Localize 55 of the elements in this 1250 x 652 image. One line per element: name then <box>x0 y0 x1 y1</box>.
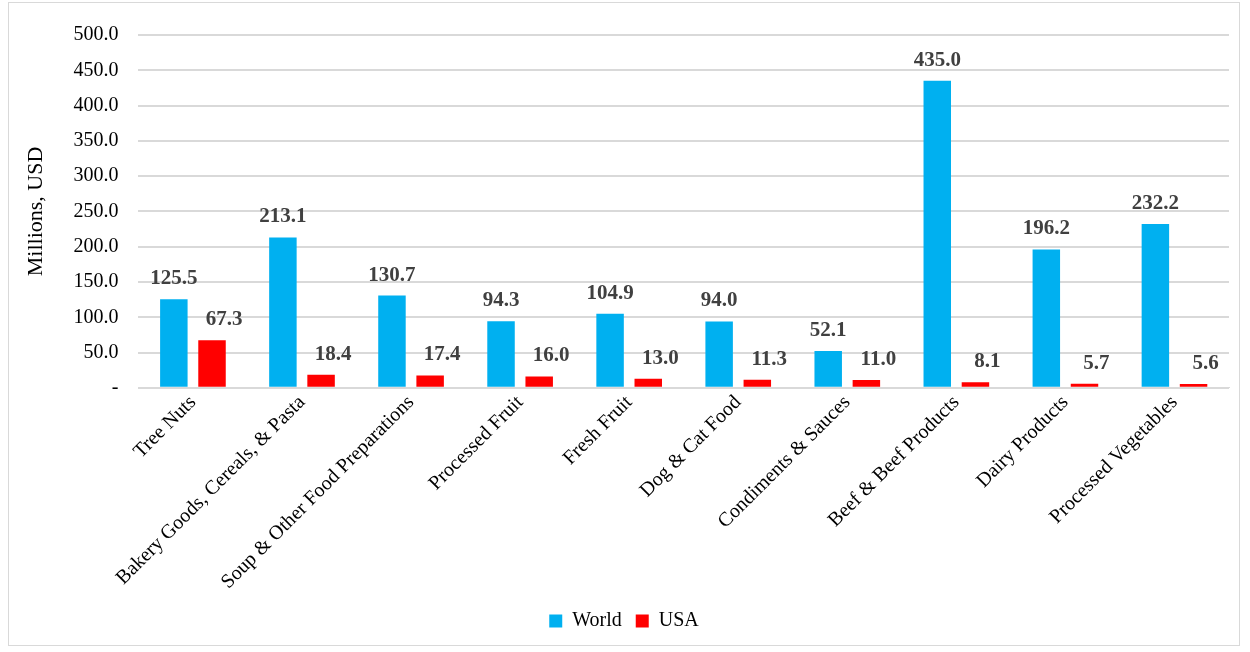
data-label: 130.7 <box>368 261 416 286</box>
bar <box>525 376 553 387</box>
data-label: 104.9 <box>586 279 634 304</box>
legend-label: USA <box>658 608 700 631</box>
x-tick-label: Tree Nuts <box>128 390 200 462</box>
bar <box>378 295 406 387</box>
y-tick-label: 150.0 <box>73 269 119 292</box>
y-tick-label: 350.0 <box>73 128 119 151</box>
data-label: 196.2 <box>1022 215 1070 240</box>
data-label: 94.0 <box>700 287 738 312</box>
data-label: 8.1 <box>974 348 1001 373</box>
bar <box>487 321 515 387</box>
y-tick-label: 250.0 <box>73 198 119 221</box>
y-tick-label: 100.0 <box>73 304 119 327</box>
bar <box>1179 383 1208 387</box>
y-tick-label: 500.0 <box>73 22 119 45</box>
y-tick-label: - <box>111 375 119 398</box>
data-label: 5.6 <box>1192 349 1219 374</box>
bar <box>596 313 624 387</box>
bar <box>1070 383 1099 387</box>
y-tick-label: 300.0 <box>73 163 119 186</box>
bar <box>1141 223 1170 387</box>
bar <box>923 80 952 387</box>
y-axis-title: Millions, USD <box>21 146 47 277</box>
data-label: 13.0 <box>641 344 679 369</box>
y-tick-label: 400.0 <box>73 92 119 115</box>
bar <box>814 351 842 387</box>
data-label: 67.3 <box>205 306 243 331</box>
y-tick-label: 200.0 <box>73 233 119 256</box>
bar <box>269 237 297 387</box>
data-label: 213.1 <box>259 203 307 228</box>
data-label: 5.7 <box>1083 349 1110 374</box>
data-label: 11.3 <box>751 345 788 370</box>
bar <box>961 382 990 387</box>
data-label: 11.0 <box>860 346 897 370</box>
bar <box>634 378 662 387</box>
data-label: 435.0 <box>913 46 961 71</box>
data-label: 232.2 <box>1131 189 1180 214</box>
y-tick-label: 450.0 <box>73 57 119 80</box>
data-label: 94.3 <box>482 287 520 312</box>
bar <box>1032 249 1061 387</box>
bar <box>852 380 881 387</box>
bar <box>160 299 188 387</box>
y-tick-label: 50.0 <box>83 339 119 362</box>
bar <box>743 379 772 387</box>
bar <box>307 374 335 387</box>
data-label: 52.1 <box>809 317 847 341</box>
data-label: 125.5 <box>150 265 198 290</box>
bar <box>416 375 444 387</box>
bar <box>705 321 733 387</box>
data-label: 18.4 <box>314 340 352 365</box>
data-label: 16.0 <box>532 342 570 367</box>
data-label: 17.4 <box>423 341 462 366</box>
bar <box>198 340 226 387</box>
legend-label: World <box>572 608 622 631</box>
